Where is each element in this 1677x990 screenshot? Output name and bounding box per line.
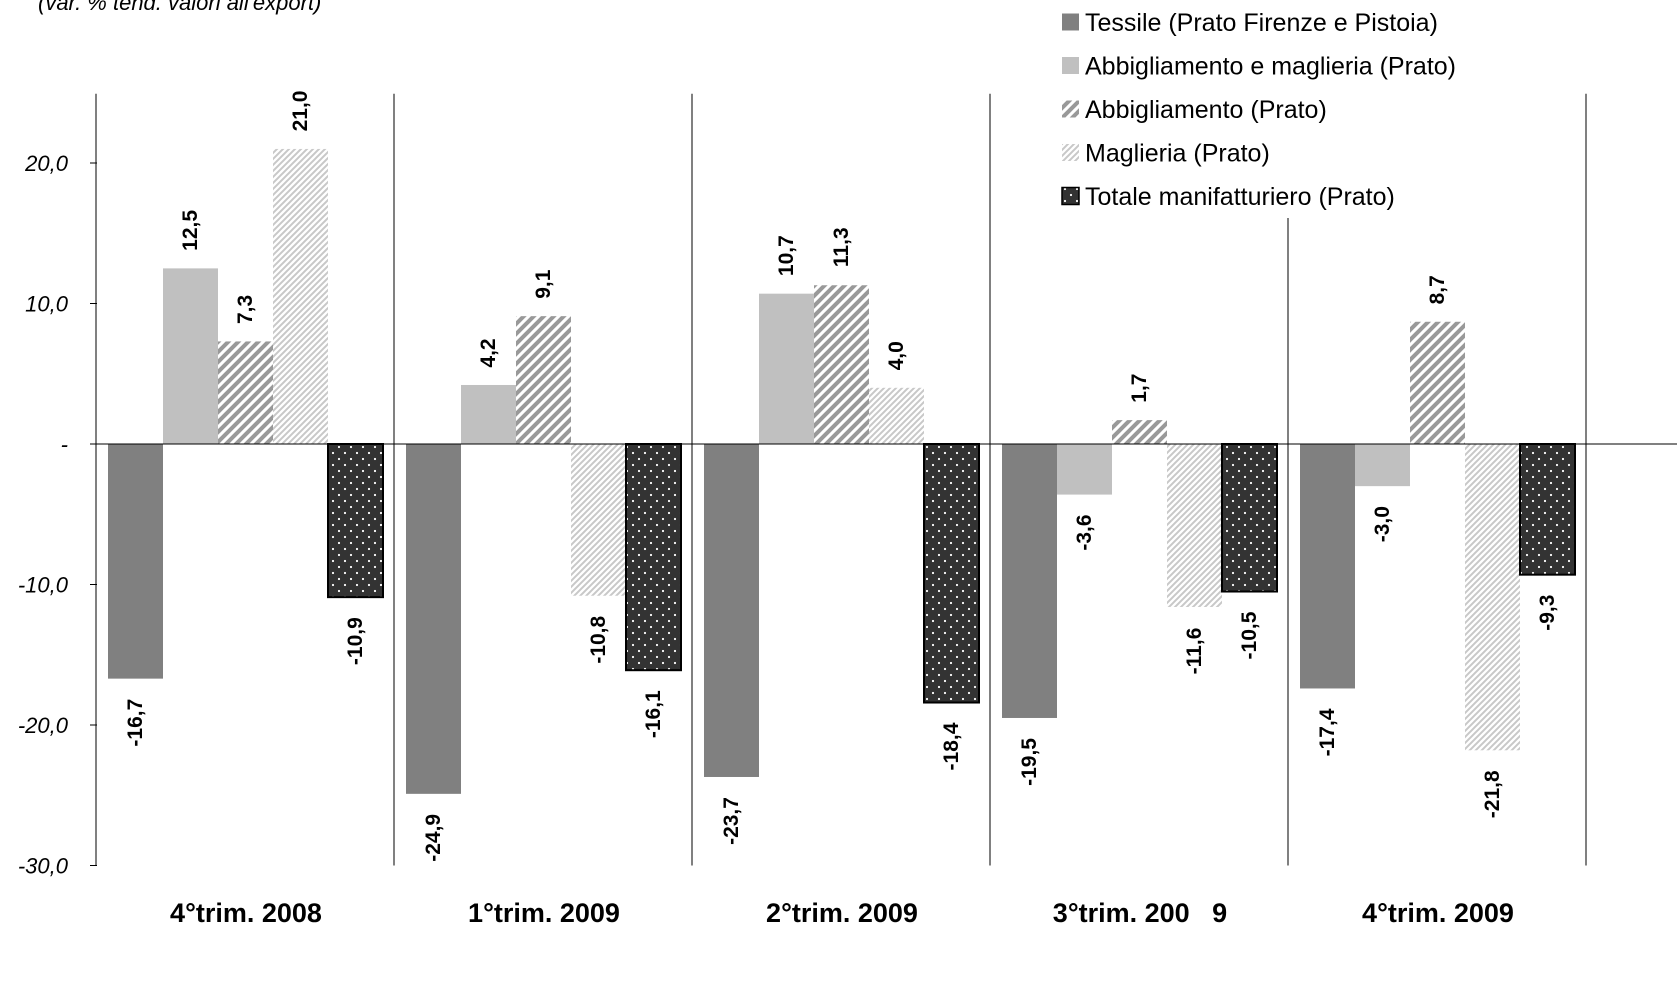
data-label: -21,8 [1481,770,1504,818]
x-tick-label: 3°trim. 200 9 [1053,898,1227,928]
y-tick-label: -30,0 [18,854,69,879]
x-tick-label: 1°trim. 2009 [468,898,620,928]
data-label: 12,5 [179,210,202,251]
x-tick-label: 4°trim. 2008 [170,898,322,928]
data-label: 10,7 [775,235,798,276]
chart-gridlines [95,93,1587,866]
bar [1355,444,1410,487]
bar [218,341,273,444]
legend-label: Maglieria (Prato) [1085,140,1270,168]
bar [1519,443,1576,576]
legend-label: Abbigliamento (Prato) [1085,96,1327,124]
data-label: 21,0 [289,91,312,132]
y-axis-ticks: 20,0 10,0 - -10,0 -20,0 -30,0 [18,151,97,879]
data-label: 11,3 [830,227,853,267]
bar [461,384,516,444]
y-tick-label: 10,0 [25,292,69,317]
data-label: 7,3 [234,295,257,324]
legend-swatch [1062,100,1079,118]
bar [625,443,682,672]
bar [1057,444,1112,495]
legend-label: Totale manifatturiero (Prato) [1085,183,1395,211]
data-label: -17,4 [1316,708,1339,756]
bar [1300,444,1355,689]
data-label: -16,7 [124,699,147,747]
bar [759,293,814,444]
data-label: -16,1 [642,690,665,738]
legend-label: Tessile (Prato Firenze e Pistoia) [1085,9,1438,37]
data-label: -10,5 [1238,611,1261,659]
bar [571,444,626,596]
x-tick-label: 2°trim. 2009 [766,898,918,928]
data-label: -18,4 [940,722,963,770]
data-label: -10,8 [587,615,610,663]
data-label: -19,5 [1018,738,1041,786]
legend-swatch [1062,57,1079,74]
legend-label: Abbigliamento e maglieria (Prato) [1085,53,1456,81]
bar [1221,443,1278,593]
y-tick-label: - [61,432,68,457]
bar [327,443,384,599]
chart-legend: Tessile (Prato Firenze e Pistoia) Abbigli… [1054,0,1524,215]
bar [1002,444,1057,718]
data-label: -3,6 [1073,514,1096,550]
data-label: -9,3 [1536,595,1559,631]
legend-swatch [1062,144,1079,161]
data-label: -10,9 [344,617,367,665]
bar [1167,444,1222,607]
bar [814,285,869,444]
y-tick-label: -20,0 [18,713,69,738]
data-label: 9,1 [532,269,555,299]
x-tick-label: 4°trim. 2009 [1362,898,1514,928]
data-label: 4,0 [885,341,908,370]
y-tick-label: -10,0 [18,573,69,598]
chart-subtitle: (var. % tend. valori all'export) [38,0,321,15]
data-label: -24,9 [422,814,445,862]
bar [869,387,924,444]
bar [1112,420,1167,444]
legend-swatch [1061,186,1080,206]
data-label: -11,6 [1183,628,1206,675]
data-label: -23,7 [720,797,743,845]
data-label: -3,0 [1371,506,1394,542]
bar [108,444,163,679]
bar [704,444,759,777]
data-label: 1,7 [1128,374,1151,403]
data-label: 8,7 [1426,275,1449,304]
bar [1465,444,1520,751]
bar [923,443,980,704]
bar [1410,321,1465,444]
y-tick-label: 20,0 [24,151,69,176]
data-label: 4,2 [477,338,500,367]
x-axis-ticks: 4°trim. 2008 1°trim. 2009 2°trim. 2009 3°tr… [170,898,1514,928]
chart-bars [108,148,1576,794]
bar [273,148,328,444]
legend-swatch [1062,13,1079,31]
bar [406,444,461,794]
bar [516,316,571,444]
bar [163,268,218,444]
legend-background [1054,0,1524,215]
data-labels: -16,7 -24,9 -23,7 -19,5 -17,4 12,5 4,2 10,7 -3,6… [124,91,1559,862]
